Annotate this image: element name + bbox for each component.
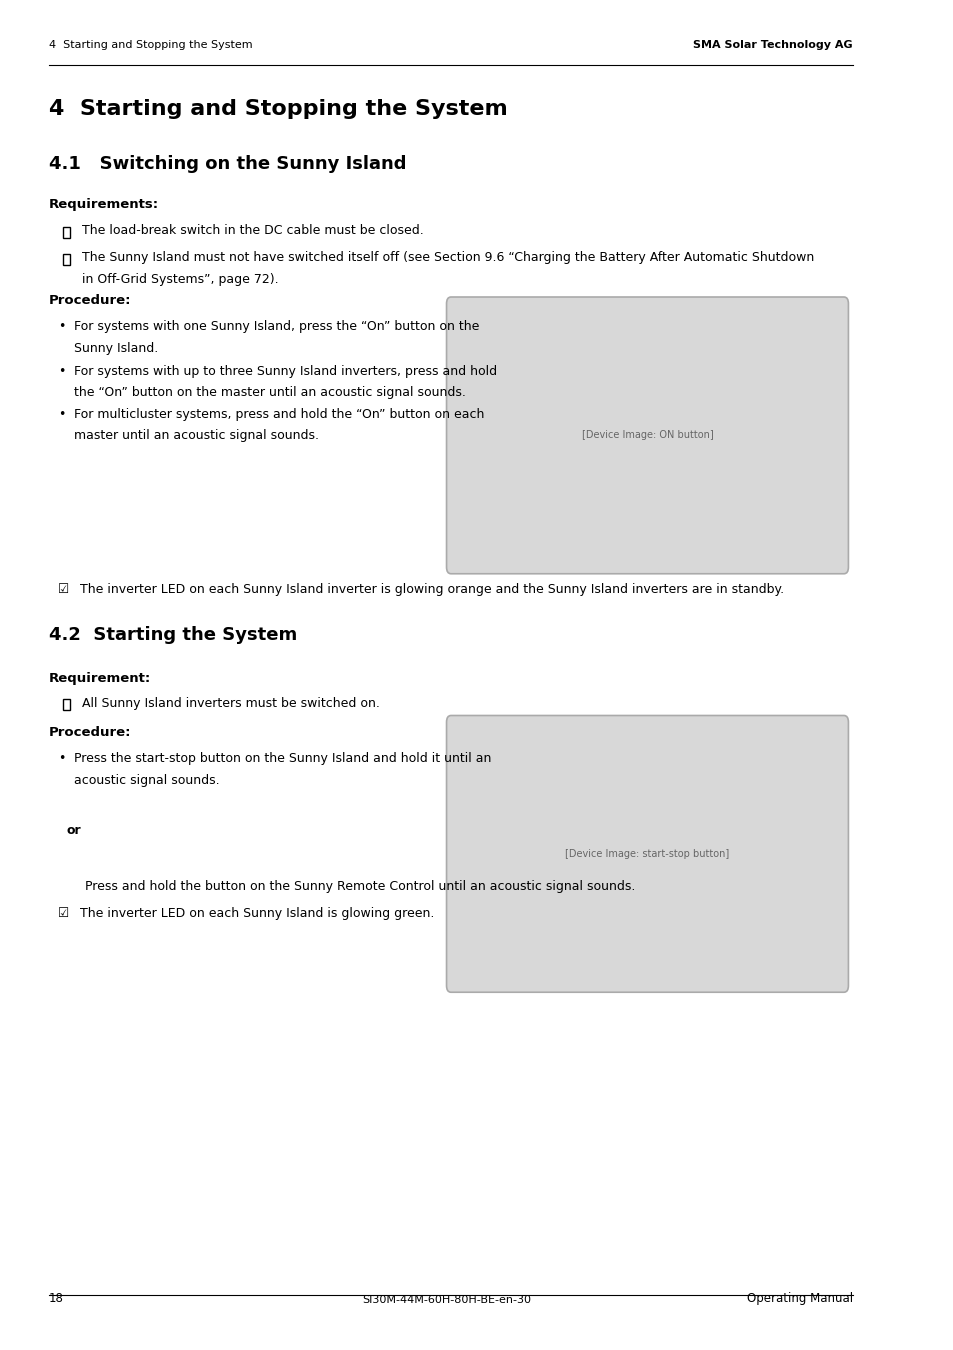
- Text: in Off-Grid Systems”, page 72).: in Off-Grid Systems”, page 72).: [82, 273, 278, 286]
- Text: The load-break switch in the DC cable must be closed.: The load-break switch in the DC cable mu…: [82, 224, 423, 238]
- Text: The inverter LED on each Sunny Island inverter is glowing orange and the Sunny I: The inverter LED on each Sunny Island in…: [80, 583, 783, 597]
- Bar: [63, 254, 70, 265]
- Text: All Sunny Island inverters must be switched on.: All Sunny Island inverters must be switc…: [82, 697, 379, 710]
- Text: ☑: ☑: [58, 907, 70, 921]
- Text: Requirement:: Requirement:: [49, 672, 152, 686]
- Text: For systems with one Sunny Island, press the “On” button on the: For systems with one Sunny Island, press…: [74, 320, 479, 333]
- Text: Press and hold the button on the Sunny Remote Control until an acoustic signal s: Press and hold the button on the Sunny R…: [85, 880, 635, 894]
- Text: acoustic signal sounds.: acoustic signal sounds.: [74, 774, 219, 787]
- Text: SMA Solar Technology AG: SMA Solar Technology AG: [693, 40, 852, 50]
- Text: Procedure:: Procedure:: [49, 726, 132, 740]
- Text: [Device Image: ON button]: [Device Image: ON button]: [581, 431, 713, 440]
- Text: ☑: ☑: [58, 583, 70, 597]
- Text: •: •: [58, 408, 66, 421]
- Text: SI30M-44M-60H-80H-BE-en-30: SI30M-44M-60H-80H-BE-en-30: [361, 1296, 531, 1305]
- Text: For systems with up to three Sunny Island inverters, press and hold: For systems with up to three Sunny Islan…: [74, 364, 497, 378]
- Text: Requirements:: Requirements:: [49, 198, 159, 212]
- Text: master until an acoustic signal sounds.: master until an acoustic signal sounds.: [74, 429, 319, 443]
- Text: the “On” button on the master until an acoustic signal sounds.: the “On” button on the master until an a…: [74, 386, 465, 400]
- Text: •: •: [58, 320, 66, 333]
- Text: 4.1   Switching on the Sunny Island: 4.1 Switching on the Sunny Island: [49, 155, 406, 173]
- Text: 18: 18: [49, 1292, 64, 1305]
- Text: [Device Image: start-stop button]: [Device Image: start-stop button]: [565, 849, 729, 859]
- Text: Procedure:: Procedure:: [49, 294, 132, 308]
- FancyBboxPatch shape: [446, 716, 847, 992]
- Bar: [63, 699, 70, 710]
- Text: 4  Starting and Stopping the System: 4 Starting and Stopping the System: [49, 99, 507, 119]
- Text: For multicluster systems, press and hold the “On” button on each: For multicluster systems, press and hold…: [74, 408, 484, 421]
- Bar: [63, 227, 70, 238]
- FancyBboxPatch shape: [446, 297, 847, 574]
- Text: Sunny Island.: Sunny Island.: [74, 342, 158, 355]
- Text: The Sunny Island must not have switched itself off (see Section 9.6 “Charging th: The Sunny Island must not have switched …: [82, 251, 814, 265]
- Text: 4.2  Starting the System: 4.2 Starting the System: [49, 626, 297, 644]
- Text: or: or: [67, 824, 82, 837]
- Text: 4  Starting and Stopping the System: 4 Starting and Stopping the System: [49, 40, 253, 50]
- Text: The inverter LED on each Sunny Island is glowing green.: The inverter LED on each Sunny Island is…: [80, 907, 435, 921]
- Text: •: •: [58, 364, 66, 378]
- Text: Press the start-stop button on the Sunny Island and hold it until an: Press the start-stop button on the Sunny…: [74, 752, 491, 765]
- Text: Operating Manual: Operating Manual: [746, 1292, 852, 1305]
- Text: •: •: [58, 752, 66, 765]
